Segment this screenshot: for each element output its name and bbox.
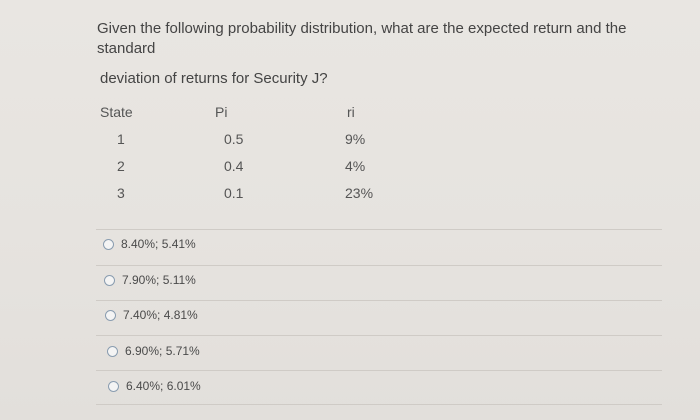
answer-option-label: 6.90%; 5.71% xyxy=(125,344,200,358)
table-header-ri: ri xyxy=(347,104,355,120)
question-text-continued: deviation of returns for Security J? xyxy=(100,70,328,87)
table-cell-pi: 0.5 xyxy=(224,131,244,147)
answer-divider xyxy=(96,300,662,301)
answer-divider xyxy=(96,335,662,336)
table-cell-pi: 0.1 xyxy=(224,185,244,201)
table-cell-pi: 0.4 xyxy=(224,158,244,174)
answer-option-2[interactable]: 7.90%; 5.11% xyxy=(104,273,196,287)
answer-option-1[interactable]: 8.40%; 5.41% xyxy=(103,237,196,251)
answer-option-label: 7.90%; 5.11% xyxy=(122,273,196,287)
answer-divider xyxy=(96,265,662,266)
table-cell-state: 3 xyxy=(117,185,125,201)
radio-button-icon[interactable] xyxy=(103,238,114,250)
table-cell-ri: 9% xyxy=(345,131,366,147)
answer-option-3[interactable]: 7.40%; 4.81% xyxy=(105,308,198,322)
radio-button-icon[interactable] xyxy=(104,274,115,286)
answer-option-label: 8.40%; 5.41% xyxy=(121,237,196,251)
answer-divider xyxy=(96,370,662,371)
table-cell-state: 2 xyxy=(117,158,125,174)
question-text: Given the following probability distribu… xyxy=(97,20,627,57)
table-cell-state: 1 xyxy=(117,131,125,147)
table-header-pi: Pi xyxy=(215,104,228,120)
radio-button-icon[interactable] xyxy=(107,345,118,357)
answer-option-4[interactable]: 6.90%; 5.71% xyxy=(107,344,200,358)
table-cell-ri: 4% xyxy=(345,158,366,174)
answer-divider xyxy=(96,404,662,405)
answer-divider xyxy=(96,229,662,230)
answer-option-label: 7.40%; 4.81% xyxy=(123,308,198,322)
radio-button-icon[interactable] xyxy=(108,380,119,392)
answer-option-5[interactable]: 6.40%; 6.01% xyxy=(108,379,201,393)
radio-button-icon[interactable] xyxy=(105,309,116,321)
table-cell-ri: 23% xyxy=(345,185,374,201)
table-header-state: State xyxy=(100,104,133,120)
answer-option-label: 6.40%; 6.01% xyxy=(126,379,201,393)
